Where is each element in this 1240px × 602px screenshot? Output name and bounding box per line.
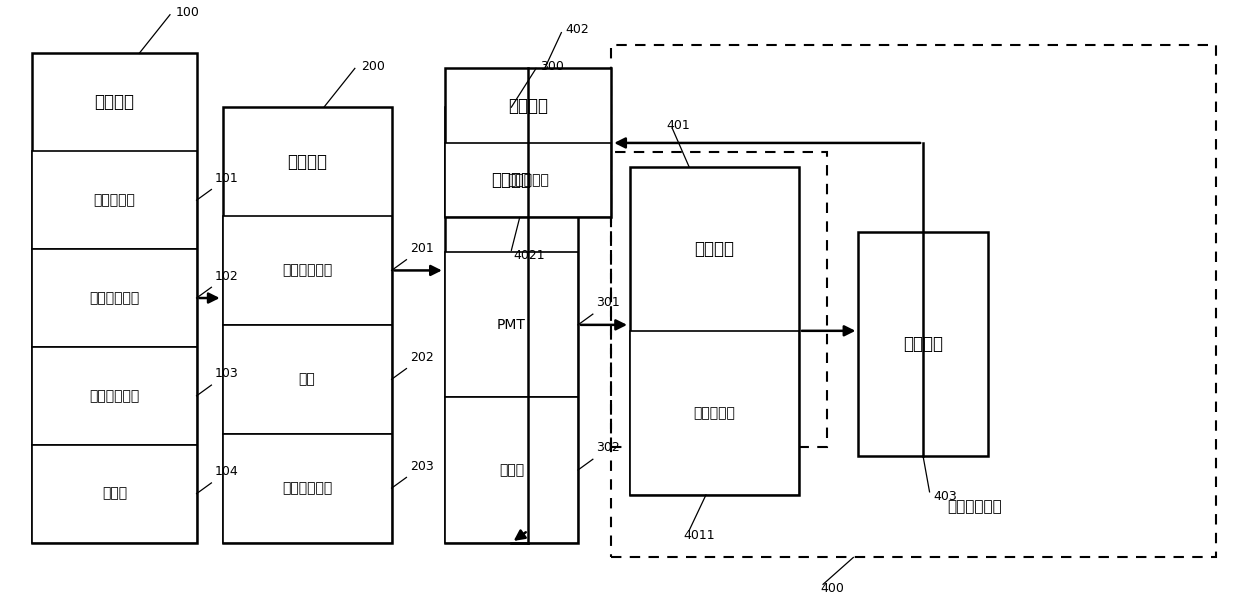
Text: 光纤: 光纤 bbox=[299, 372, 315, 386]
Text: 数据采集卡: 数据采集卡 bbox=[693, 406, 735, 420]
Text: 402: 402 bbox=[565, 23, 589, 36]
Bar bbox=[32, 445, 197, 542]
Bar bbox=[630, 331, 799, 495]
Text: 4011: 4011 bbox=[683, 529, 714, 542]
Text: 301: 301 bbox=[596, 296, 620, 309]
Bar bbox=[32, 54, 197, 542]
Bar bbox=[222, 107, 392, 542]
Bar bbox=[445, 107, 578, 542]
Text: 403: 403 bbox=[934, 490, 957, 503]
Bar bbox=[445, 143, 611, 217]
Bar bbox=[611, 45, 1216, 557]
Text: 处理单元: 处理单元 bbox=[903, 335, 944, 353]
Bar bbox=[222, 433, 392, 542]
Text: 302: 302 bbox=[596, 441, 620, 455]
Text: 103: 103 bbox=[215, 367, 239, 380]
Text: 101: 101 bbox=[215, 172, 239, 185]
Text: 数据处理模块: 数据处理模块 bbox=[947, 499, 1002, 514]
Text: 201: 201 bbox=[410, 242, 434, 255]
Bar bbox=[222, 325, 392, 433]
Text: 安装座: 安装座 bbox=[102, 486, 126, 501]
Text: 接收模块: 接收模块 bbox=[491, 171, 532, 188]
Text: 202: 202 bbox=[410, 351, 434, 364]
Text: 电流控制单元: 电流控制单元 bbox=[89, 291, 140, 305]
Bar bbox=[630, 167, 799, 495]
Text: 增益控制卡: 增益控制卡 bbox=[507, 173, 549, 187]
Text: 采集单元: 采集单元 bbox=[694, 240, 734, 258]
Text: 放大器: 放大器 bbox=[498, 463, 525, 477]
Text: 光源模块: 光源模块 bbox=[94, 93, 134, 111]
Text: 控制单元: 控制单元 bbox=[508, 97, 548, 114]
Text: 400: 400 bbox=[821, 582, 844, 595]
Bar bbox=[445, 252, 578, 397]
Text: 传输模块: 传输模块 bbox=[288, 152, 327, 170]
Bar bbox=[32, 151, 197, 249]
Text: 接收端光开关: 接收端光开关 bbox=[281, 481, 332, 495]
Bar bbox=[445, 397, 578, 542]
Text: 300: 300 bbox=[539, 60, 564, 73]
Bar bbox=[32, 347, 197, 445]
Text: 104: 104 bbox=[215, 465, 239, 478]
Bar bbox=[222, 216, 392, 325]
Bar bbox=[445, 69, 611, 217]
Text: 温度控制单元: 温度控制单元 bbox=[89, 389, 140, 403]
Text: 200: 200 bbox=[361, 60, 384, 73]
Text: 激发端光开关: 激发端光开关 bbox=[281, 264, 332, 278]
Text: PMT: PMT bbox=[497, 318, 526, 332]
Bar bbox=[611, 152, 827, 447]
Text: 100: 100 bbox=[176, 7, 200, 19]
Bar bbox=[32, 249, 197, 347]
Text: 4021: 4021 bbox=[513, 249, 546, 262]
Text: 102: 102 bbox=[215, 270, 239, 282]
Text: 激光二极管: 激光二极管 bbox=[93, 193, 135, 207]
Bar bbox=[858, 232, 988, 456]
Text: 203: 203 bbox=[410, 459, 434, 473]
Text: 401: 401 bbox=[666, 119, 689, 132]
